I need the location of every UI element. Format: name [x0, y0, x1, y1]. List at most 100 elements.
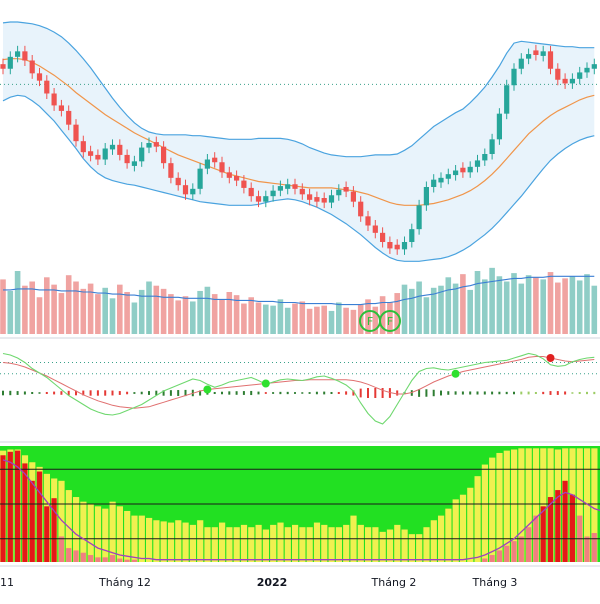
candle	[168, 157, 174, 184]
candle-body	[350, 191, 356, 202]
volume-bar	[314, 306, 320, 334]
volume-bar	[482, 279, 488, 334]
volume-bar	[197, 290, 203, 334]
oscillator-yellow-bar	[365, 527, 372, 562]
volume-bar	[562, 278, 568, 334]
candle-body	[387, 242, 393, 249]
candle-body	[328, 195, 335, 203]
macd-histogram-bar	[23, 391, 26, 395]
candle	[496, 108, 502, 145]
macd-histogram-bar	[111, 390, 114, 396]
volume-bar	[44, 277, 50, 334]
oscillator-red-bar	[36, 471, 43, 562]
candle-body	[139, 147, 145, 162]
oscillator-yellow-bar	[459, 494, 467, 562]
oscillator-panel	[0, 446, 600, 562]
volume-bar	[36, 297, 43, 334]
oscillator-yellow-bar	[496, 452, 503, 562]
oscillator-yellow-bar	[386, 529, 394, 562]
candle	[467, 161, 473, 178]
volume-bar	[73, 281, 79, 334]
macd-histogram-bar	[301, 392, 304, 394]
candle-body	[423, 187, 429, 206]
candle-body	[102, 148, 108, 160]
macd-histogram-bar	[447, 391, 450, 395]
candle-body	[438, 177, 444, 183]
candle-body	[409, 229, 415, 242]
macd-histogram-bar	[476, 391, 479, 395]
oscillator-yellow-bar	[109, 501, 116, 562]
candle	[175, 172, 181, 191]
candle	[358, 196, 364, 222]
oscillator-yellow-bar	[102, 508, 109, 562]
candle-body	[467, 166, 473, 173]
candle-body	[197, 168, 203, 189]
oscillator-red-bar	[44, 506, 50, 562]
macd-histogram-bar	[53, 391, 56, 395]
candle-body	[51, 93, 57, 106]
oscillator-yellow-bar	[226, 527, 233, 562]
volume-bar	[336, 302, 342, 334]
candle-body	[36, 73, 43, 81]
candle	[146, 137, 152, 154]
candle	[109, 139, 116, 155]
candle	[533, 44, 539, 61]
candle	[482, 148, 488, 166]
macd-histogram-bar	[199, 390, 202, 396]
volume-bar	[248, 297, 254, 334]
oscillator-yellow-bar	[124, 510, 131, 562]
oscillator-red-bar	[29, 480, 35, 562]
x-tick-label: Tháng 12	[98, 576, 151, 589]
candle	[73, 119, 79, 147]
candle-body	[518, 58, 524, 69]
candle-body	[168, 163, 174, 178]
macd-fast-line	[2, 352, 595, 425]
candle	[241, 175, 247, 194]
candle	[234, 170, 240, 187]
volume-bar	[423, 297, 430, 334]
oscillator-yellow-bar	[65, 490, 72, 562]
oscillator-red-bar	[95, 557, 101, 562]
candle-body	[526, 54, 532, 59]
oscillator-yellow-bar	[343, 524, 350, 562]
volume-bar	[102, 287, 108, 334]
oscillator-red-bar	[504, 545, 510, 562]
volume-bar	[29, 281, 35, 334]
candle	[518, 53, 524, 75]
candle-body	[336, 189, 342, 196]
candle-body	[445, 174, 451, 179]
macd-histogram-bar	[432, 389, 435, 397]
macd-histogram-bar	[148, 391, 150, 395]
oscillator-red-bar	[482, 558, 488, 562]
candle-body	[343, 187, 349, 192]
oscillator-red-bar	[73, 550, 79, 562]
macd-histogram-bar	[564, 391, 567, 395]
candle	[387, 236, 393, 254]
oscillator-yellow-bar	[430, 520, 437, 562]
candle	[438, 172, 444, 188]
bollinger-upper-line	[2, 21, 595, 158]
macd-histogram-bar	[75, 390, 77, 396]
macd-histogram-bar	[264, 392, 267, 394]
macd-signal-line	[2, 356, 595, 409]
oscillator-yellow-bar	[474, 476, 481, 562]
candle	[526, 48, 532, 65]
macd-histogram-bar	[315, 391, 318, 395]
volume-bar	[555, 282, 561, 334]
volume-bar	[233, 295, 240, 334]
macd-histogram-bar	[221, 391, 223, 395]
candle	[263, 190, 269, 208]
oscillator-red-bar	[88, 555, 94, 562]
candle-body	[66, 110, 72, 125]
candle	[591, 58, 597, 75]
candle-body	[219, 162, 225, 173]
volume-bar	[160, 288, 167, 334]
oscillator-red-bar	[526, 527, 532, 562]
oscillator-red-bar	[117, 558, 123, 562]
candle-body	[29, 60, 35, 74]
candle-body	[584, 67, 590, 73]
volume-bar	[219, 299, 225, 334]
macd-histogram-bar	[396, 390, 399, 396]
oscillator-yellow-bar	[452, 499, 459, 562]
candle	[569, 73, 575, 89]
